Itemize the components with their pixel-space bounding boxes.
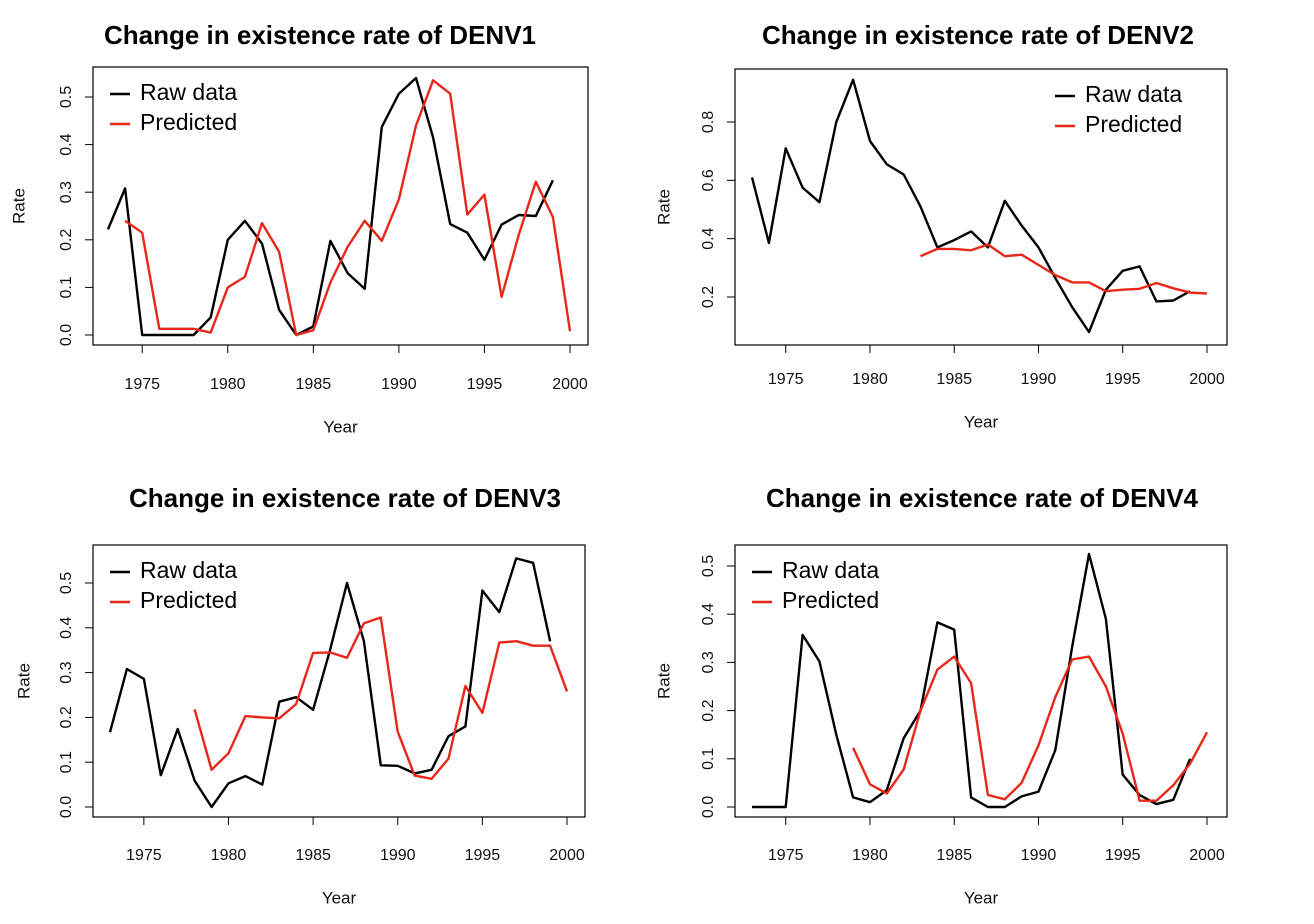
x-tick-label: 1985 (295, 847, 331, 864)
y-tick-label: 0.5 (700, 555, 717, 577)
x-tick-label: 1985 (936, 371, 972, 388)
y-tick-label: 0.0 (58, 796, 75, 818)
series-line-raw-data (106, 76, 554, 337)
x-tick-label: 1980 (852, 847, 888, 864)
legend-label: Raw data (1085, 81, 1182, 107)
x-tick-label: 1980 (211, 847, 247, 864)
x-tick-label: 1985 (936, 847, 972, 864)
y-tick-label: 0.4 (58, 617, 75, 639)
y-tick-label: 0.2 (58, 706, 75, 728)
y-tick-label: 0.4 (700, 603, 717, 625)
x-tick-label: 1975 (124, 376, 160, 393)
y-axis-label: Rate (14, 663, 33, 699)
chart-title: Change in existence rate of DENV2 (762, 20, 1194, 50)
x-tick-label: 2000 (1189, 371, 1225, 388)
x-tick-label: 1980 (210, 376, 246, 393)
legend-label: Predicted (1085, 111, 1182, 137)
y-tick-label: 0.4 (58, 133, 75, 155)
x-tick-label: 1990 (380, 847, 416, 864)
x-tick-label: 1995 (467, 376, 503, 393)
y-tick-label: 0.0 (700, 796, 717, 818)
legend-label: Predicted (782, 587, 879, 613)
y-tick-label: 0.0 (58, 324, 75, 346)
x-tick-label: 1975 (126, 847, 162, 864)
x-axis-label: Year (323, 417, 358, 436)
legend-label: Predicted (140, 587, 237, 613)
y-axis-label: Rate (654, 189, 673, 225)
x-tick-label: 1990 (1021, 371, 1057, 388)
x-tick-label: 2000 (552, 376, 588, 393)
y-tick-label: 0.1 (700, 748, 717, 770)
y-tick-label: 0.8 (700, 111, 717, 133)
chart-title: Change in existence rate of DENV1 (104, 20, 536, 50)
x-tick-label: 2000 (549, 847, 585, 864)
chart-title: Change in existence rate of DENV4 (766, 483, 1199, 513)
plot-frame (734, 544, 1228, 818)
y-axis-label: Rate (9, 188, 28, 224)
x-tick-label: 1985 (296, 376, 332, 393)
series-line-predicted (124, 79, 572, 337)
chart-title: Change in existence rate of DENV3 (129, 483, 561, 513)
y-axis-label: Rate (654, 663, 673, 699)
series-line-predicted (852, 655, 1209, 802)
series-line-raw-data (752, 552, 1192, 809)
x-tick-label: 2000 (1189, 847, 1225, 864)
series-line-raw-data (108, 557, 552, 809)
x-tick-label: 1980 (852, 371, 888, 388)
legend-label: Raw data (140, 557, 237, 583)
x-tick-label: 1990 (381, 376, 417, 393)
x-tick-label: 1995 (1105, 371, 1141, 388)
y-tick-label: 0.3 (58, 661, 75, 683)
x-tick-label: 1995 (1105, 847, 1141, 864)
y-tick-label: 0.3 (58, 181, 75, 203)
y-tick-label: 0.3 (700, 651, 717, 673)
plot-frame (92, 544, 586, 818)
x-tick-label: 1990 (1021, 847, 1057, 864)
series-line-predicted (920, 243, 1208, 295)
y-tick-label: 0.5 (58, 572, 75, 594)
y-tick-label: 0.6 (700, 169, 717, 191)
series-line-predicted (193, 616, 569, 780)
x-axis-label: Year (964, 412, 999, 431)
y-tick-label: 0.1 (58, 751, 75, 773)
x-axis-label: Year (322, 888, 357, 907)
x-tick-label: 1975 (768, 847, 804, 864)
y-tick-label: 0.2 (58, 229, 75, 251)
x-axis-label: Year (964, 888, 999, 907)
y-tick-label: 0.2 (700, 286, 717, 308)
legend-label: Raw data (782, 557, 879, 583)
legend-label: Raw data (140, 79, 237, 105)
legend-label: Predicted (140, 109, 237, 135)
y-tick-label: 0.4 (700, 227, 717, 249)
series-line-raw-data (750, 78, 1191, 334)
y-tick-label: 0.2 (700, 699, 717, 721)
y-tick-label: 0.1 (58, 276, 75, 298)
x-tick-label: 1975 (768, 371, 804, 388)
x-tick-label: 1995 (465, 847, 501, 864)
y-tick-label: 0.5 (58, 86, 75, 108)
